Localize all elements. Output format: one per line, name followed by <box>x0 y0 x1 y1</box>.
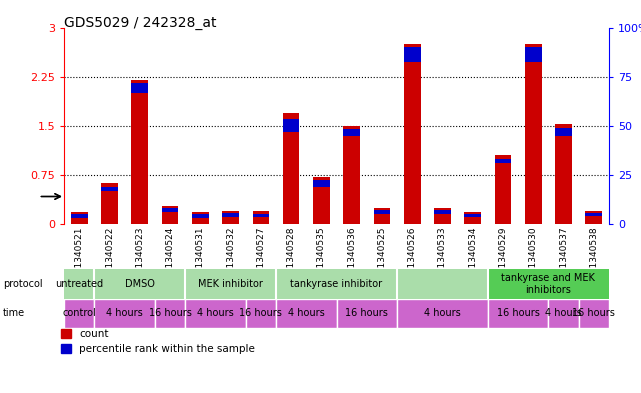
Text: 4 hours: 4 hours <box>106 309 143 318</box>
Bar <box>71 212 88 224</box>
Text: GSM1340523: GSM1340523 <box>135 226 144 287</box>
Bar <box>222 211 239 224</box>
Bar <box>131 80 148 224</box>
Text: GSM1340533: GSM1340533 <box>438 226 447 287</box>
Text: DMSO: DMSO <box>125 279 154 289</box>
Text: GSM1340524: GSM1340524 <box>165 226 174 286</box>
Bar <box>337 299 397 328</box>
Text: 16 hours: 16 hours <box>149 309 192 318</box>
Text: untreated: untreated <box>55 279 103 289</box>
Text: time: time <box>3 309 26 318</box>
Text: GSM1340527: GSM1340527 <box>256 226 265 287</box>
Text: GSM1340534: GSM1340534 <box>468 226 478 287</box>
Text: GSM1340530: GSM1340530 <box>529 226 538 287</box>
Bar <box>94 299 155 328</box>
Bar <box>101 184 118 224</box>
Bar <box>162 208 178 212</box>
Bar <box>253 213 269 217</box>
Text: 16 hours: 16 hours <box>497 309 540 318</box>
Bar <box>549 299 579 328</box>
Bar <box>101 187 118 191</box>
Bar <box>192 214 208 218</box>
Bar <box>185 299 246 328</box>
Bar <box>374 208 390 224</box>
Text: control: control <box>62 309 96 318</box>
Bar <box>397 299 488 328</box>
Bar <box>465 212 481 224</box>
Bar <box>344 126 360 224</box>
Text: protocol: protocol <box>3 279 43 289</box>
Bar <box>555 128 572 136</box>
Text: 16 hours: 16 hours <box>240 309 282 318</box>
Bar <box>253 211 269 224</box>
Text: GSM1340536: GSM1340536 <box>347 226 356 287</box>
Bar <box>313 180 329 187</box>
Bar <box>344 129 360 136</box>
Bar <box>374 209 390 213</box>
Bar <box>585 211 602 224</box>
Text: GSM1340531: GSM1340531 <box>196 226 205 287</box>
Text: 4 hours: 4 hours <box>197 309 234 318</box>
Text: GSM1340535: GSM1340535 <box>317 226 326 287</box>
Bar <box>579 299 609 328</box>
Text: GSM1340528: GSM1340528 <box>287 226 296 287</box>
Text: GSM1340537: GSM1340537 <box>559 226 568 287</box>
Legend: count, percentile rank within the sample: count, percentile rank within the sample <box>56 325 260 358</box>
Bar <box>64 299 94 328</box>
Text: tankyrase inhibitor: tankyrase inhibitor <box>290 279 383 289</box>
Text: GSM1340526: GSM1340526 <box>408 226 417 287</box>
Text: GSM1340532: GSM1340532 <box>226 226 235 287</box>
Bar <box>283 119 299 132</box>
Text: GSM1340529: GSM1340529 <box>499 226 508 287</box>
Bar <box>434 208 451 224</box>
Text: 16 hours: 16 hours <box>572 309 615 318</box>
Text: 4 hours: 4 hours <box>288 309 324 318</box>
Text: GSM1340522: GSM1340522 <box>105 226 114 286</box>
Bar <box>525 44 542 224</box>
Bar <box>64 269 488 299</box>
Bar <box>585 213 602 216</box>
Bar <box>488 299 549 328</box>
Text: GSM1340521: GSM1340521 <box>75 226 84 287</box>
Bar <box>434 209 451 213</box>
Text: 4 hours: 4 hours <box>545 309 582 318</box>
Text: 16 hours: 16 hours <box>345 309 388 318</box>
Bar <box>246 299 276 328</box>
Bar <box>488 269 609 299</box>
Bar <box>465 214 481 217</box>
Bar <box>222 213 239 217</box>
Bar <box>313 177 329 224</box>
Bar <box>131 83 148 93</box>
Bar <box>404 47 420 62</box>
Bar <box>276 299 337 328</box>
Bar <box>162 206 178 224</box>
Bar <box>71 214 88 218</box>
Bar <box>283 113 299 224</box>
Text: GDS5029 / 242328_at: GDS5029 / 242328_at <box>64 16 217 30</box>
Bar <box>192 212 208 224</box>
Bar <box>555 125 572 224</box>
Text: 4 hours: 4 hours <box>424 309 461 318</box>
Text: GSM1340525: GSM1340525 <box>378 226 387 287</box>
Text: tankyrase and MEK
inhibitors: tankyrase and MEK inhibitors <box>501 273 595 295</box>
Bar <box>495 155 512 224</box>
Text: GSM1340538: GSM1340538 <box>589 226 598 287</box>
Text: MEK inhibitor: MEK inhibitor <box>198 279 263 289</box>
Bar <box>495 158 512 163</box>
Bar <box>404 44 420 224</box>
Bar <box>155 299 185 328</box>
Bar <box>525 47 542 62</box>
